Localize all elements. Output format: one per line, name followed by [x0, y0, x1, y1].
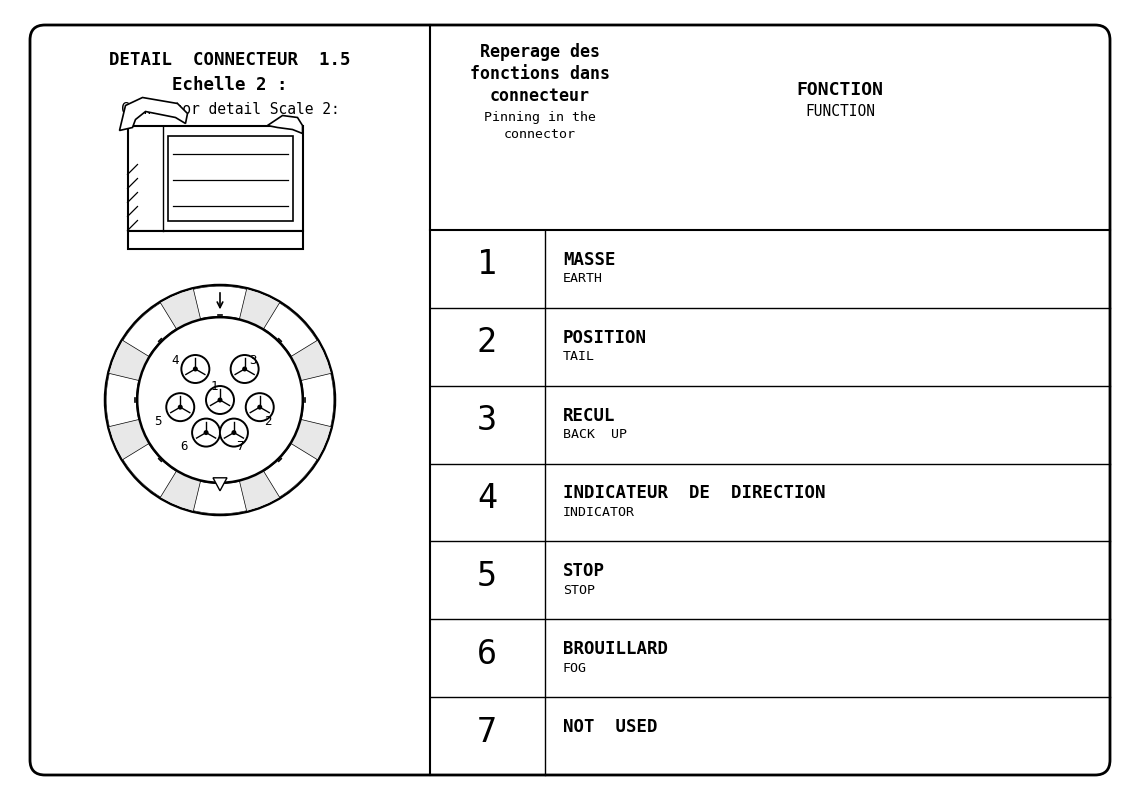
Circle shape [204, 430, 209, 435]
Text: 4: 4 [172, 354, 179, 367]
Bar [128, 230, 302, 249]
Text: Pinning in the: Pinning in the [484, 110, 596, 123]
Text: RECUL: RECUL [563, 406, 616, 425]
Text: 1: 1 [210, 379, 218, 393]
Text: 5: 5 [477, 560, 497, 593]
Text: NOT  USED: NOT USED [563, 718, 658, 736]
Circle shape [178, 405, 182, 410]
Wedge shape [263, 303, 317, 356]
Wedge shape [263, 444, 317, 497]
Text: MASSE: MASSE [563, 251, 616, 269]
Text: 6: 6 [477, 638, 497, 670]
Circle shape [242, 366, 247, 371]
Wedge shape [123, 303, 177, 356]
Text: INDICATOR: INDICATOR [563, 506, 635, 519]
Wedge shape [106, 374, 139, 426]
Wedge shape [194, 482, 246, 514]
Text: 3: 3 [249, 354, 256, 367]
Text: Reperage des: Reperage des [480, 43, 600, 61]
Text: FOG: FOG [563, 662, 587, 674]
Text: 5: 5 [155, 414, 162, 428]
Circle shape [246, 393, 274, 421]
Text: BROUILLARD: BROUILLARD [563, 640, 668, 658]
Text: connecteur: connecteur [490, 87, 591, 105]
Text: POSITION: POSITION [563, 329, 648, 346]
Text: BACK  UP: BACK UP [563, 428, 627, 441]
Text: fonctions dans: fonctions dans [470, 65, 610, 83]
Bar [168, 135, 293, 221]
Circle shape [220, 418, 247, 446]
Text: EARTH: EARTH [563, 273, 603, 286]
FancyBboxPatch shape [30, 25, 1110, 775]
Text: 7: 7 [477, 715, 497, 749]
Text: FONCTION: FONCTION [797, 81, 884, 99]
Text: 1: 1 [477, 249, 497, 282]
Text: Connector detail Scale 2:: Connector detail Scale 2: [121, 102, 340, 118]
Text: 4: 4 [477, 482, 497, 515]
Circle shape [105, 285, 335, 515]
Text: connector: connector [504, 129, 576, 142]
Circle shape [106, 286, 334, 514]
Text: 2: 2 [264, 414, 271, 428]
Text: STOP: STOP [563, 584, 595, 597]
Circle shape [166, 393, 194, 421]
Circle shape [193, 366, 198, 371]
Text: Echelle 2 :: Echelle 2 : [172, 76, 287, 94]
Text: FUNCTION: FUNCTION [805, 105, 876, 119]
Polygon shape [213, 478, 227, 490]
Circle shape [218, 398, 222, 402]
Circle shape [192, 418, 220, 446]
Text: STOP: STOP [563, 562, 605, 580]
Circle shape [258, 405, 262, 410]
Polygon shape [268, 115, 302, 134]
Text: INDICATEUR  DE  DIRECTION: INDICATEUR DE DIRECTION [563, 485, 825, 502]
Text: 7: 7 [236, 440, 244, 453]
Text: DETAIL  CONNECTEUR  1.5: DETAIL CONNECTEUR 1.5 [109, 51, 351, 69]
Wedge shape [194, 286, 246, 318]
Circle shape [137, 317, 303, 482]
Text: 3: 3 [477, 404, 497, 437]
Wedge shape [123, 444, 177, 497]
Circle shape [230, 355, 259, 383]
Circle shape [206, 386, 234, 414]
Polygon shape [120, 98, 187, 130]
Bar [128, 126, 302, 230]
Text: 6: 6 [180, 440, 188, 453]
Text: 2: 2 [477, 326, 497, 359]
Text: TAIL: TAIL [563, 350, 595, 363]
Circle shape [231, 430, 236, 435]
Circle shape [181, 355, 210, 383]
Wedge shape [301, 374, 334, 426]
